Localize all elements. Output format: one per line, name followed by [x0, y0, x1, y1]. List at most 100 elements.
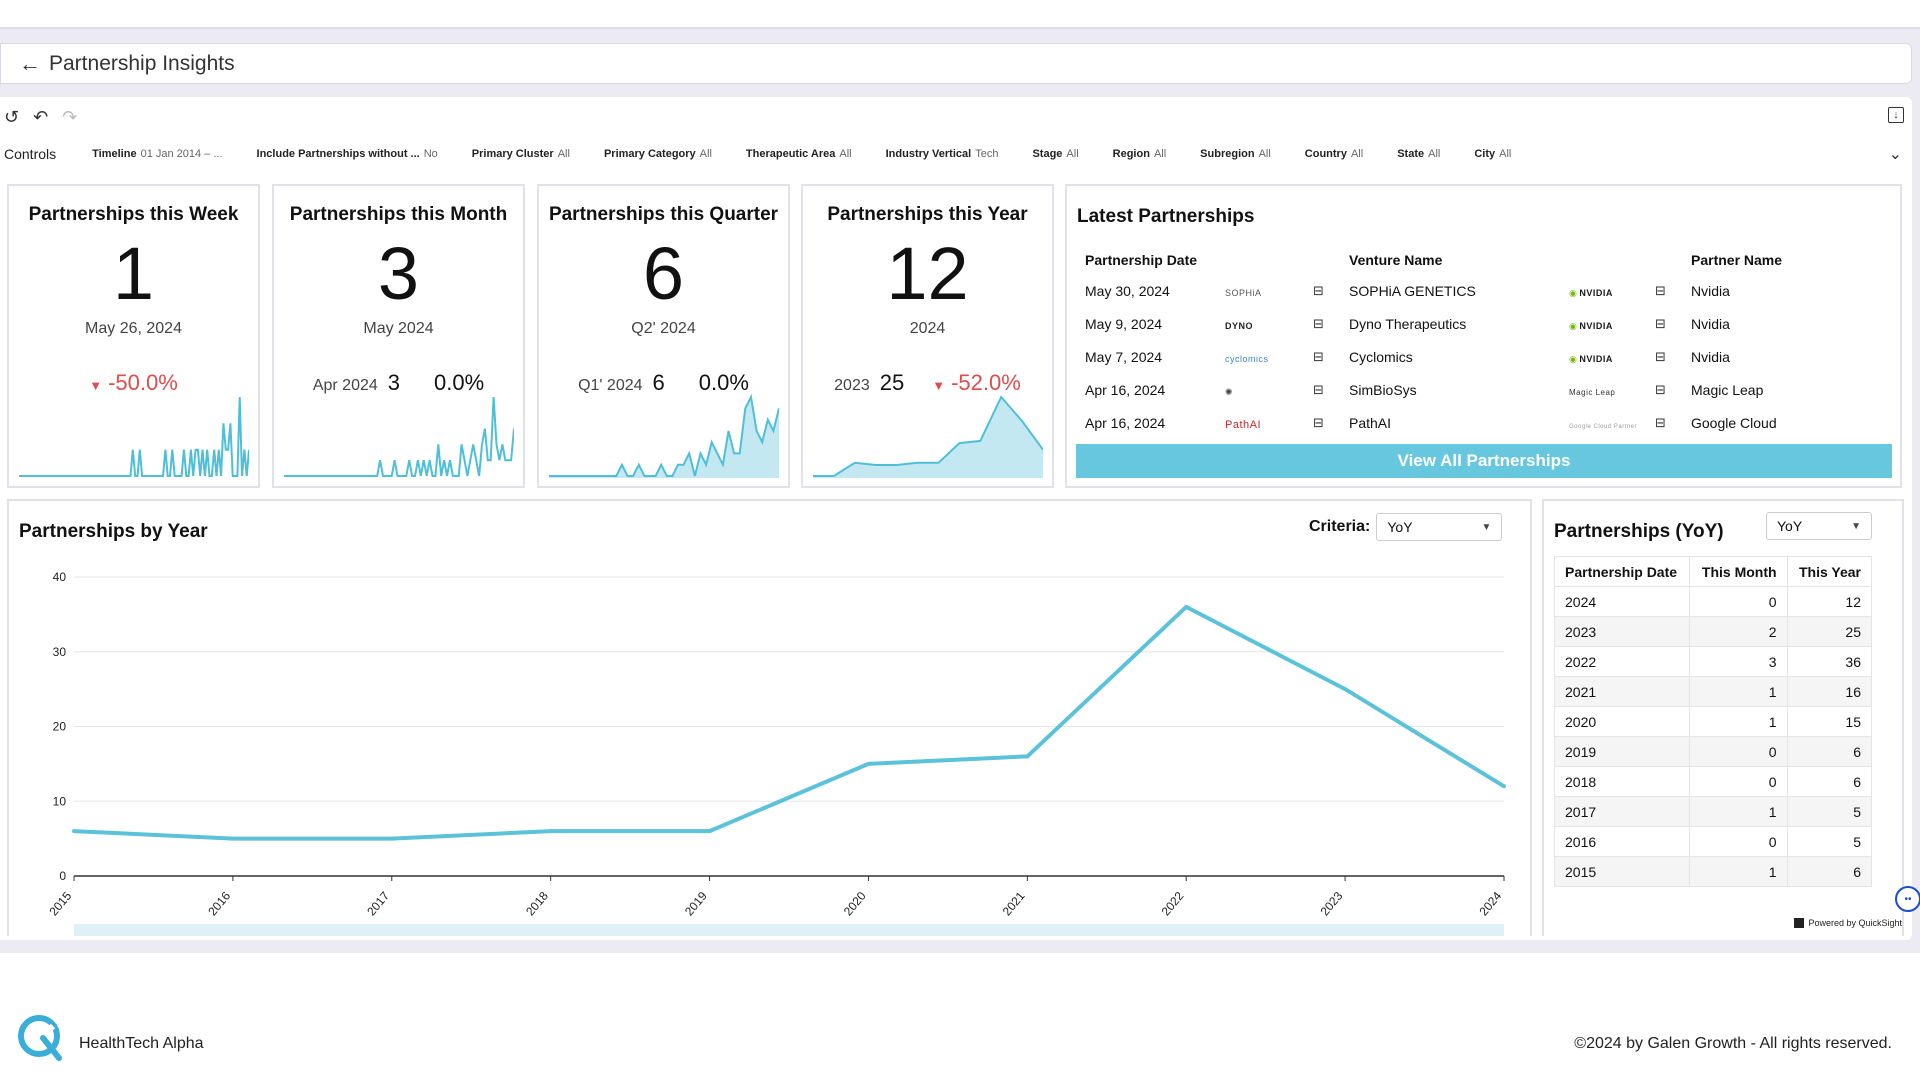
triangle-down-icon: ▼ [932, 378, 946, 393]
this-year-cell: 5 [1786, 796, 1873, 827]
table-row: May 30, 2024 SOPHiA ⊟ SOPHiA GENETICS NV… [1085, 274, 1871, 307]
venture-name[interactable]: PathAI [1349, 414, 1392, 431]
controls-label: Controls [4, 146, 57, 162]
kpi-prev-value: 25 [879, 370, 905, 395]
view-all-partnerships-button[interactable]: View All Partnerships [1076, 444, 1892, 478]
link-icon[interactable]: ⊟ [1655, 415, 1666, 430]
y-tick-label: 10 [53, 794, 67, 808]
this-year-cell: 6 [1786, 856, 1873, 887]
link-icon[interactable]: ⊟ [1655, 283, 1666, 298]
kpi-comparison: Apr 2024 3 0.0% [274, 370, 523, 396]
year-cell: 2023 [1553, 616, 1691, 647]
filter-control[interactable]: Industry Vertical Tech [886, 148, 999, 160]
column-header[interactable]: Partnership Date [1553, 556, 1691, 587]
link-icon[interactable]: ⊟ [1313, 382, 1324, 397]
data-point [1502, 784, 1506, 789]
yoy-select[interactable]: YoY ▼ [1766, 512, 1872, 540]
yoy-select-value: YoY [1777, 518, 1803, 534]
partner-name[interactable]: Nvidia [1691, 348, 1730, 365]
column-header[interactable]: Venture Name [1349, 252, 1443, 268]
partner-name[interactable]: Magic Leap [1691, 381, 1764, 398]
this-month-cell: 2 [1689, 616, 1788, 647]
this-year-cell: 6 [1786, 736, 1873, 767]
link-icon[interactable]: ⊟ [1313, 415, 1324, 430]
filter-value: All [1066, 148, 1079, 160]
kpi-value: 12 [886, 232, 969, 315]
kpi-prev-value: 6 [652, 370, 665, 395]
partnership-date: May 7, 2024 [1085, 348, 1163, 365]
year-cell: 2020 [1553, 706, 1691, 737]
link-icon[interactable]: ⊟ [1313, 283, 1324, 298]
filter-control[interactable]: Primary Cluster All [472, 148, 570, 160]
filter-control[interactable]: Timeline 01 Jan 2014 – ... [92, 148, 222, 160]
chat-bot-icon[interactable]: •• [1895, 886, 1920, 912]
filter-name: State [1397, 148, 1425, 160]
filter-control[interactable]: Primary Category All [604, 148, 712, 160]
y-tick-label: 30 [53, 645, 67, 659]
y-tick-label: 40 [53, 570, 67, 584]
partner-name[interactable]: Nvidia [1691, 282, 1730, 299]
reset-icon[interactable]: ↺ [4, 107, 20, 127]
link-icon[interactable]: ⊟ [1655, 349, 1666, 364]
kpi-prev-label: 2023 [834, 377, 870, 394]
filter-control[interactable]: Subregion All [1200, 148, 1271, 160]
redo-icon[interactable]: ↷ [62, 107, 78, 127]
kpi-prev-label: Apr 2024 [312, 377, 378, 394]
link-icon[interactable]: ⊟ [1313, 316, 1324, 331]
venture-logo: SOPHiA [1225, 287, 1262, 298]
partner-name[interactable]: Google Cloud [1691, 414, 1777, 431]
venture-logo: DYNO [1225, 320, 1254, 331]
partnership-date: Apr 16, 2024 [1085, 381, 1166, 398]
filter-name: Region [1112, 148, 1150, 160]
criteria-select[interactable]: YoY ▼ [1376, 513, 1503, 541]
table-row: 2023 2 25 [1553, 616, 1873, 647]
filter-control[interactable]: Country All [1305, 148, 1363, 160]
column-header[interactable]: This Year [1786, 556, 1873, 587]
table-row: 2019 0 6 [1553, 736, 1873, 767]
this-month-cell: 0 [1689, 586, 1788, 617]
link-icon[interactable]: ⊟ [1655, 316, 1666, 331]
kpi-title: Partnerships this Year [827, 204, 1028, 225]
download-icon[interactable]: ↓ [1888, 107, 1904, 123]
filter-value: No [423, 148, 438, 160]
partner-name[interactable]: Nvidia [1691, 315, 1730, 332]
data-point [707, 829, 712, 834]
venture-name[interactable]: Cyclomics [1349, 348, 1413, 365]
filter-control[interactable]: Therapeutic Area All [746, 148, 852, 160]
table-row: 2024 0 12 [1553, 586, 1873, 617]
kpi-card-year: Partnerships this Year 12 2024 2023 25 ▼… [801, 184, 1054, 488]
column-header[interactable]: Partnership Date [1085, 252, 1198, 268]
filter-control[interactable]: State All [1397, 148, 1440, 160]
undo-icon[interactable]: ↶ [33, 107, 49, 127]
partnership-date: Apr 16, 2024 [1085, 414, 1166, 431]
this-month-cell: 1 [1689, 796, 1788, 827]
partner-logo: Magic Leap [1569, 387, 1616, 397]
healthtech-alpha-logo [18, 1015, 62, 1061]
filter-control[interactable]: City All [1474, 148, 1511, 160]
sparkline-month [284, 396, 514, 477]
venture-name[interactable]: Dyno Therapeutics [1349, 315, 1467, 332]
latest-title: Latest Partnerships [1077, 206, 1255, 227]
filter-value: Tech [975, 148, 999, 160]
filter-control[interactable]: Include Partnerships without ... No [257, 148, 438, 160]
year-cell: 2019 [1553, 736, 1691, 767]
column-header[interactable]: This Month [1689, 556, 1788, 587]
kpi-card-quarter: Partnerships this Quarter 6 Q2' 2024 Q1'… [537, 184, 790, 488]
this-year-cell: 15 [1786, 706, 1873, 737]
y-tick-label: 0 [59, 869, 66, 883]
this-year-cell: 5 [1786, 826, 1873, 857]
column-header[interactable]: Partner Name [1691, 252, 1783, 268]
link-icon[interactable]: ⊟ [1313, 349, 1324, 364]
venture-name[interactable]: SimBioSys [1349, 381, 1417, 398]
link-icon[interactable]: ⊟ [1655, 382, 1666, 397]
year-cell: 2016 [1553, 826, 1691, 857]
chevron-down-icon[interactable]: ⌄ [1888, 146, 1902, 163]
arrow-left-icon[interactable]: ← [19, 50, 41, 76]
kpi-comparison: ▼ -50.0% [9, 370, 258, 396]
sparkline-line [284, 396, 514, 477]
kpi-period: May 26, 2024 [85, 320, 182, 337]
filter-name: Timeline [92, 148, 137, 160]
filter-control[interactable]: Region All [1113, 148, 1167, 160]
venture-name[interactable]: SOPHiA GENETICS [1349, 282, 1476, 299]
filter-control[interactable]: Stage All [1032, 148, 1078, 160]
